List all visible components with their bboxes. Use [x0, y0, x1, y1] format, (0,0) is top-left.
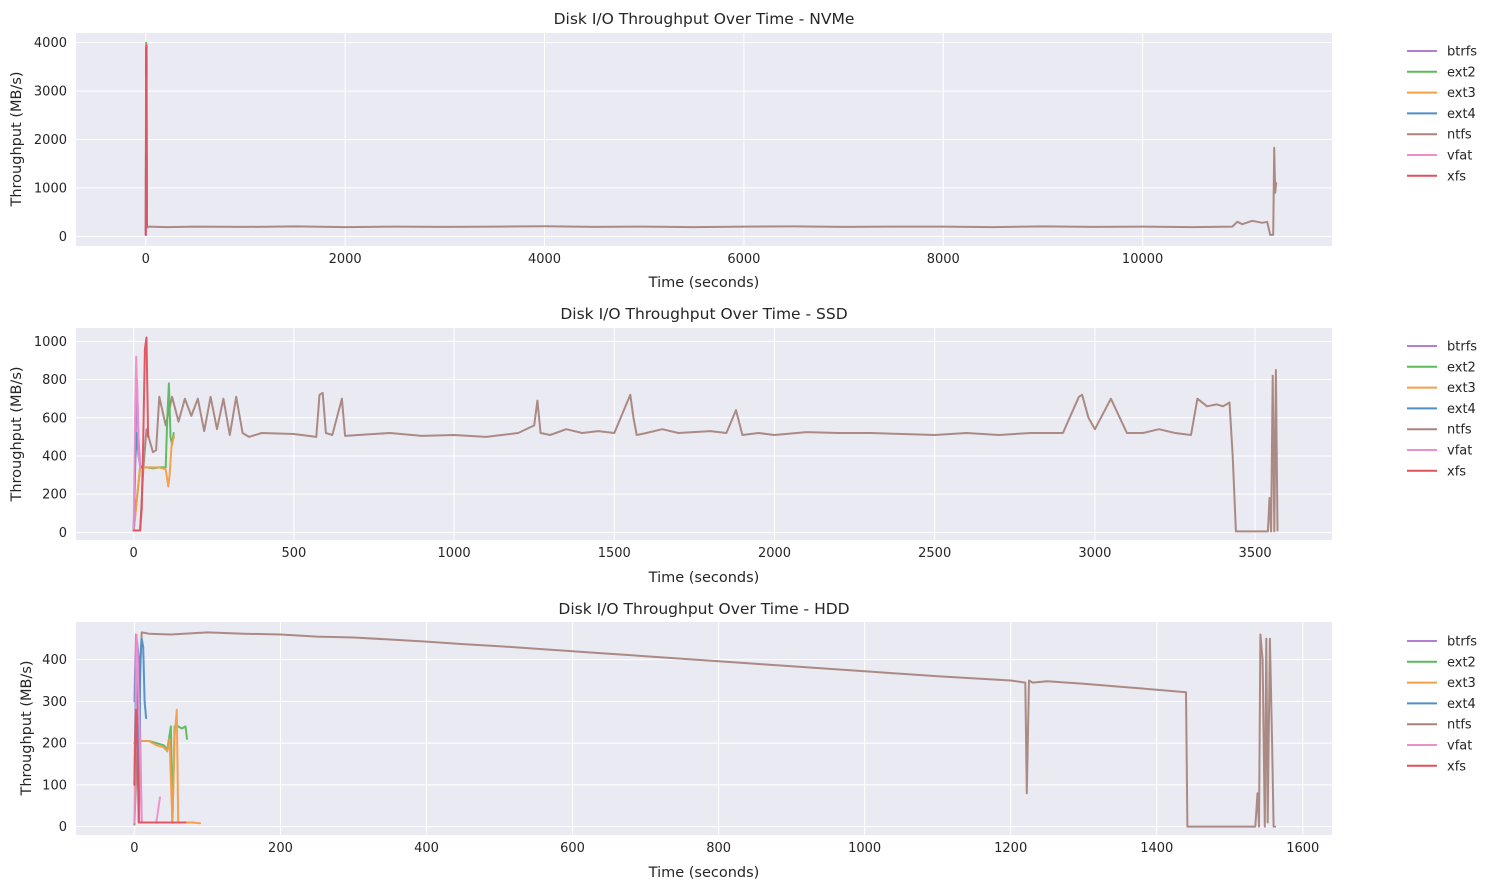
series-lines-ssd — [132, 336, 1279, 533]
x-tick-label: 200 — [268, 841, 293, 856]
chart-title-hdd: Disk I/O Throughput Over Time - HDD — [558, 600, 849, 618]
x-tick-label: 2000 — [758, 546, 791, 561]
y-tick-label: 300 — [42, 695, 67, 710]
series-line-xfs — [132, 336, 150, 532]
chart-hdd: 0 200 400 600 800 1000 1200 1400 1600 0 100 200 300 4… — [19, 600, 1477, 881]
x-tick-label: 2500 — [918, 546, 951, 561]
y-tick-label: 1000 — [34, 181, 67, 196]
y-tick-label: 600 — [42, 411, 67, 426]
legend-label-ntfs: ntfs — [1447, 423, 1472, 438]
y-tick-label: 3000 — [34, 85, 67, 100]
legend-nvme: btrfs ext2 ext3 ext4 ntfs vfat xfs — [1407, 45, 1477, 184]
tick-labels-ssd: 0 500 1000 1500 2000 2500 3000 3500 0 200 400 600 80… — [34, 335, 1272, 561]
y-tick-label: 4000 — [34, 36, 67, 51]
tick-labels-hdd: 0 200 400 600 800 1000 1200 1400 1600 0 100 200 300 4… — [42, 653, 1319, 856]
x-tick-label: 3000 — [1078, 546, 1111, 561]
legend-label-ntfs: ntfs — [1447, 718, 1472, 733]
legend-label-ext4: ext4 — [1447, 402, 1476, 417]
x-tick-label: 400 — [414, 841, 439, 856]
plot-area-hdd — [76, 622, 1332, 835]
y-tick-label: 400 — [42, 653, 67, 668]
legend-label-xfs: xfs — [1447, 759, 1466, 774]
y-tick-label: 200 — [42, 488, 67, 503]
legend-label-ext2: ext2 — [1447, 65, 1476, 80]
y-tick-label: 0 — [59, 526, 67, 541]
legend-label-ext3: ext3 — [1447, 381, 1476, 396]
legend-label-btrfs: btrfs — [1447, 340, 1477, 355]
series-line-ntfs — [133, 631, 1276, 828]
legend-label-ext3: ext3 — [1447, 676, 1476, 691]
legend-label-xfs: xfs — [1447, 169, 1466, 184]
legend-hdd: btrfs ext2 ext3 ext4 ntfs vfat xfs — [1407, 635, 1477, 774]
y-axis-label-hdd: Throughput (MB/s) — [19, 660, 35, 796]
x-tick-label: 1000 — [438, 546, 471, 561]
y-tick-label: 0 — [59, 820, 67, 835]
y-tick-label: 2000 — [34, 133, 67, 148]
y-tick-label: 400 — [42, 449, 67, 464]
y-axis-label-ssd: Throughput (MB/s) — [9, 366, 25, 502]
y-tick-label: 100 — [42, 778, 67, 793]
y-tick-label: 200 — [42, 737, 67, 752]
x-tick-label: 0 — [130, 546, 138, 561]
x-axis-label-nvme: Time (seconds) — [648, 275, 760, 291]
series-line-ntfs — [144, 146, 1278, 236]
chart-ssd: 0 500 1000 1500 2000 2500 3000 3500 0 200 400 600 80… — [9, 305, 1477, 586]
x-tick-label: 10000 — [1122, 252, 1163, 267]
series-line-xfs — [133, 708, 187, 824]
series-lines-hdd — [133, 631, 1276, 828]
legend-label-btrfs: btrfs — [1447, 45, 1477, 60]
legend-ssd: btrfs ext2 ext3 ext4 ntfs vfat xfs — [1407, 340, 1477, 479]
x-tick-label: 1500 — [598, 546, 631, 561]
y-axis-label-nvme: Throughput (MB/s) — [9, 71, 25, 207]
x-tick-label: 2000 — [329, 252, 362, 267]
chart-title-nvme: Disk I/O Throughput Over Time - NVMe — [554, 10, 855, 28]
x-tick-label: 3500 — [1239, 546, 1272, 561]
x-axis-label-ssd: Time (seconds) — [648, 570, 760, 586]
legend-label-ext3: ext3 — [1447, 86, 1476, 101]
legend-label-ext4: ext4 — [1447, 107, 1476, 122]
x-tick-label: 500 — [281, 546, 306, 561]
gridlines-ssd — [76, 328, 1332, 540]
x-tick-label: 800 — [706, 841, 731, 856]
chart-title-ssd: Disk I/O Throughput Over Time - SSD — [560, 305, 847, 323]
x-tick-label: 1600 — [1286, 841, 1319, 856]
x-tick-label: 6000 — [727, 252, 760, 267]
legend-label-vfat: vfat — [1447, 739, 1472, 754]
x-axis-label-hdd: Time (seconds) — [648, 865, 760, 881]
y-tick-label: 800 — [42, 373, 67, 388]
legend-label-ext2: ext2 — [1447, 360, 1476, 375]
legend-label-btrfs: btrfs — [1447, 635, 1477, 650]
series-lines-nvme — [144, 41, 1278, 236]
x-tick-label: 8000 — [927, 252, 960, 267]
x-tick-label: 0 — [130, 841, 138, 856]
x-tick-label: 1200 — [994, 841, 1027, 856]
legend-label-ntfs: ntfs — [1447, 128, 1472, 143]
x-tick-label: 1000 — [848, 841, 881, 856]
series-line-ntfs — [132, 369, 1279, 533]
legend-label-xfs: xfs — [1447, 464, 1466, 479]
series-line-xfs — [144, 44, 148, 236]
series-line-vfat — [132, 355, 142, 532]
legend-label-ext2: ext2 — [1447, 655, 1476, 670]
x-tick-label: 4000 — [528, 252, 561, 267]
x-tick-label: 600 — [560, 841, 585, 856]
series-line-ext3 — [132, 435, 175, 532]
y-tick-label: 0 — [59, 230, 67, 245]
legend-label-vfat: vfat — [1447, 149, 1472, 164]
gridlines-nvme — [76, 33, 1332, 246]
y-tick-label: 1000 — [34, 335, 67, 350]
legend-label-vfat: vfat — [1447, 444, 1472, 459]
legend-label-ext4: ext4 — [1447, 697, 1476, 712]
chart-nvme: 0 2000 4000 6000 8000 1000001000200030004000 … — [9, 10, 1477, 291]
x-tick-label: 1400 — [1140, 841, 1173, 856]
tick-labels-nvme: 0 2000 4000 6000 8000 10000 0 1000 2000 3000 4000 — [34, 36, 1163, 267]
x-tick-label: 0 — [142, 252, 150, 267]
